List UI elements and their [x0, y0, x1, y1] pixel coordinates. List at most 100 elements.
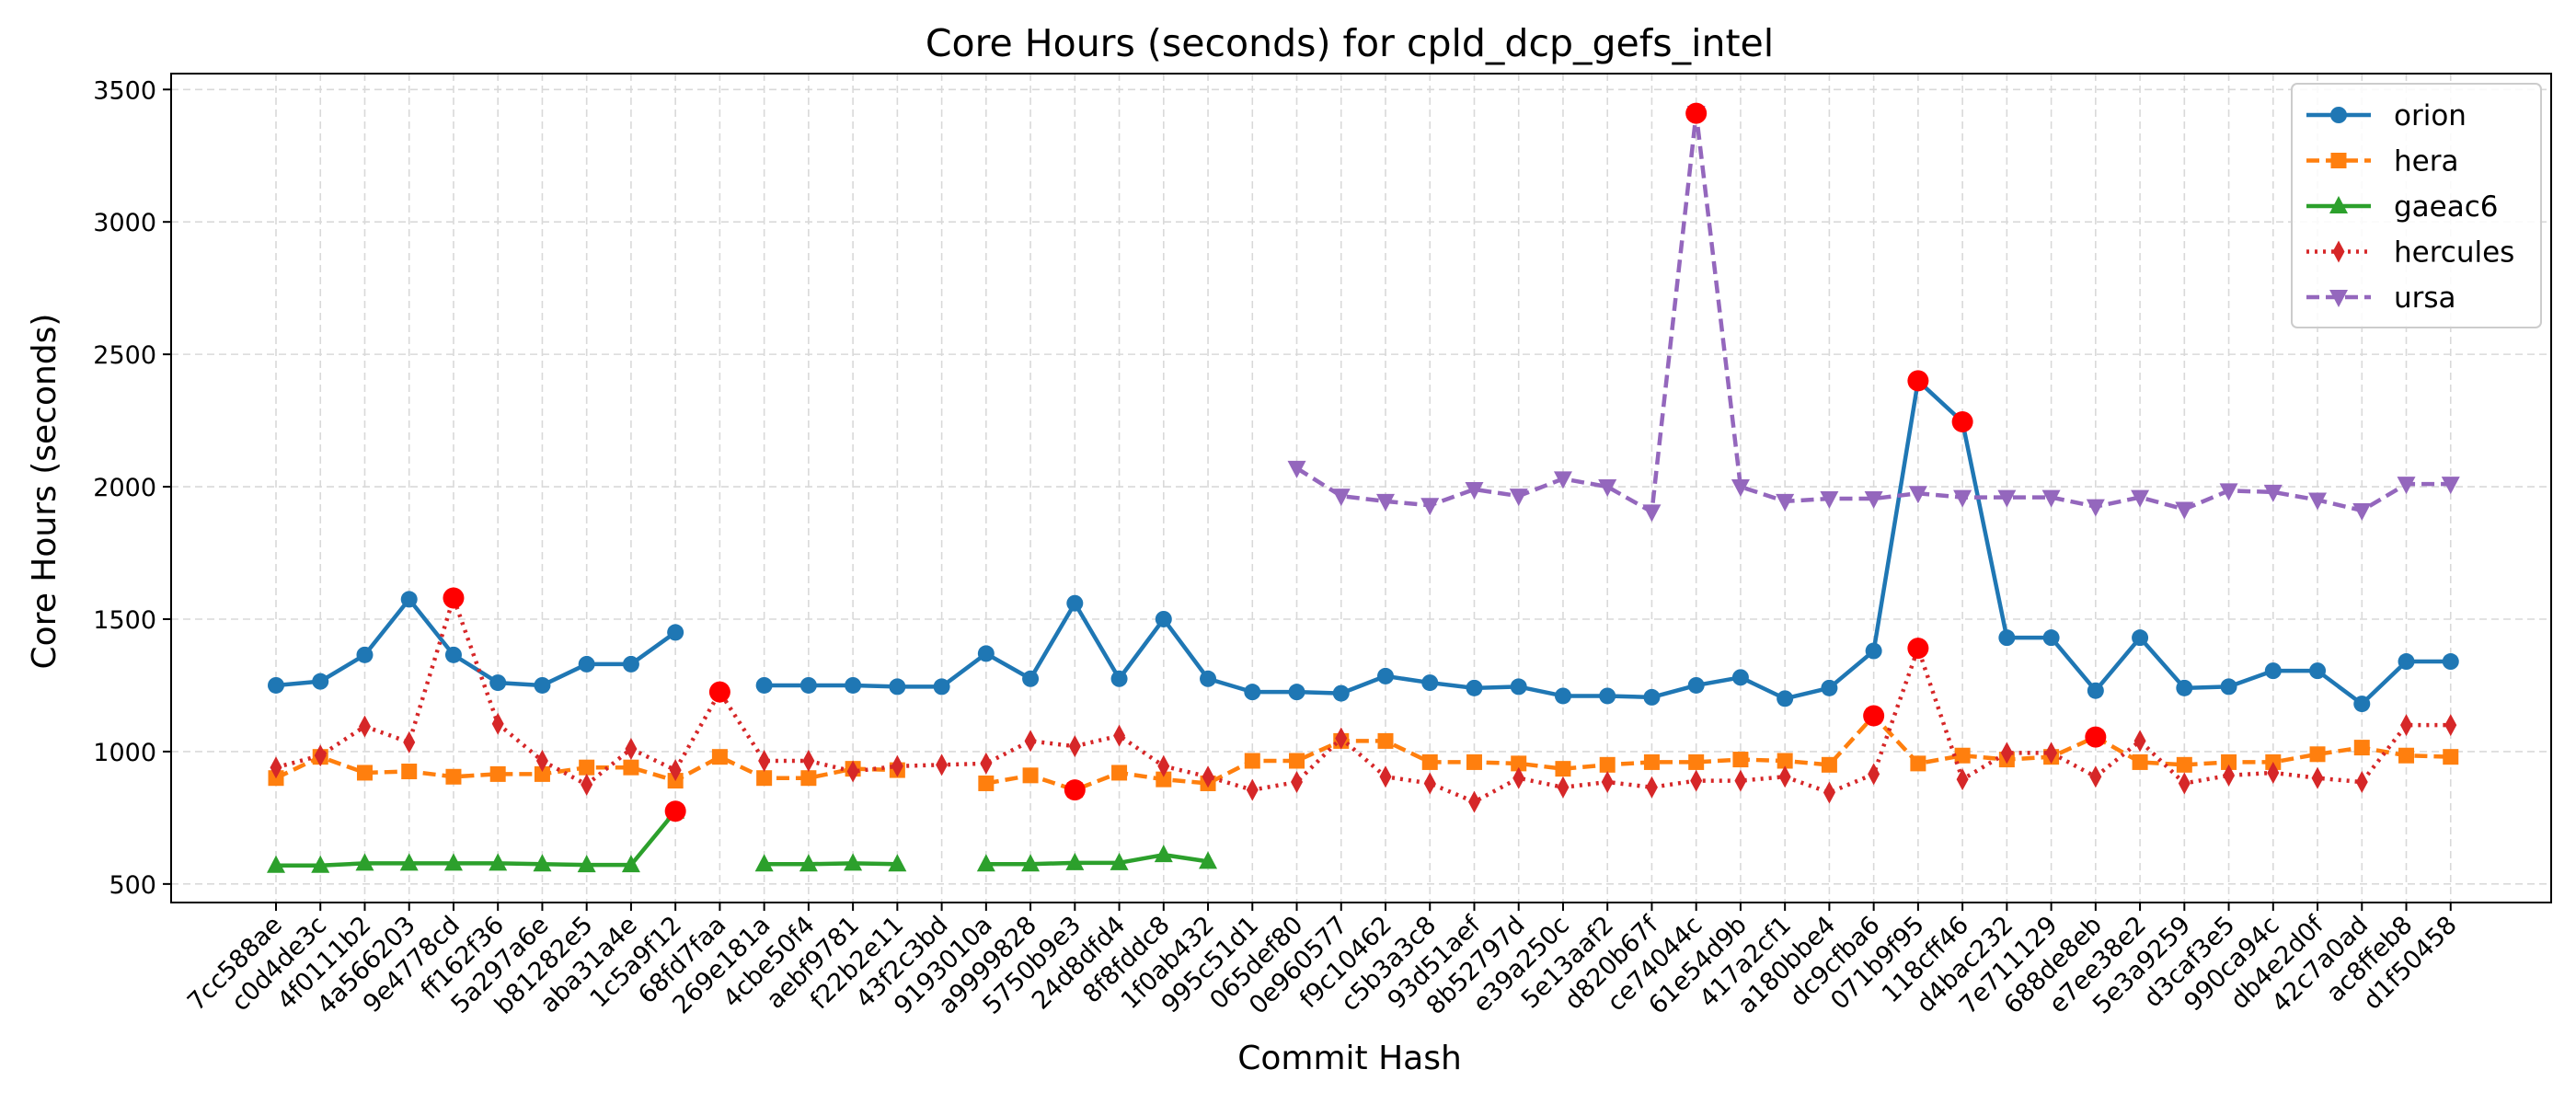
data-point-hercules — [270, 756, 282, 779]
data-point-orion — [2353, 696, 2371, 713]
legend-item-orion: orion — [2306, 99, 2467, 132]
data-point-ursa — [1776, 493, 1795, 512]
legend-item-hercules: hercules — [2306, 236, 2514, 270]
data-point-ursa — [2352, 502, 2372, 521]
data-point-orion — [2442, 653, 2459, 671]
legend: orion hera gaeac6 hercules ursa — [2291, 83, 2542, 328]
legend-marker-ursa — [2329, 290, 2348, 307]
axes: 7cc588aec0d4de3c4f0111b24a5662039e4778cd… — [93, 76, 2462, 1020]
data-point-orion — [312, 673, 329, 690]
legend-marker-orion — [2330, 107, 2347, 123]
series-line-gaeac6 — [985, 852, 1209, 867]
data-point-orion — [1998, 629, 2016, 647]
y-axis-title: Core Hours (seconds) — [26, 314, 63, 670]
data-point-ursa — [2175, 501, 2194, 520]
data-point-ursa — [1820, 491, 1839, 510]
data-point-hera — [1289, 753, 1305, 769]
data-point-hercules — [358, 715, 371, 738]
data-point-hera — [623, 759, 639, 776]
data-point-ursa — [1376, 493, 1395, 512]
data-point-hercules — [1868, 763, 1880, 786]
data-point-hercules — [1157, 754, 1170, 777]
data-point-hercules — [2133, 730, 2146, 753]
data-point-gaeac6 — [621, 855, 640, 873]
data-point-hera — [1156, 771, 1172, 788]
data-point-ursa — [2397, 477, 2416, 495]
data-point-orion — [2398, 653, 2415, 671]
data-point-hera — [489, 765, 506, 782]
series-hercules — [270, 586, 2457, 813]
data-point-hera — [1910, 755, 1926, 772]
data-point-gaeac6 — [489, 853, 508, 871]
data-point-hera — [1377, 732, 1394, 749]
data-point-gaeac6 — [799, 854, 818, 872]
data-point-gaeac6 — [844, 853, 863, 871]
data-point-gaeac6 — [577, 855, 596, 873]
y-tick-label: 2000 — [93, 474, 156, 502]
y-tick-label: 3500 — [93, 76, 156, 105]
data-point-hercules — [1202, 765, 1214, 788]
data-point-gaeac6 — [1110, 852, 1129, 870]
data-point-gaeac6 — [888, 854, 907, 872]
data-point-hera — [1821, 756, 1837, 773]
series-line-gaeac6 — [276, 810, 677, 868]
legend-marker-hercules — [2332, 240, 2345, 263]
data-point-ursa — [1908, 486, 1927, 504]
data-point-ursa — [1598, 479, 1617, 498]
data-point-orion — [1066, 594, 1084, 612]
data-point-orion — [1554, 687, 1571, 705]
data-point-hera — [445, 768, 462, 785]
highlight-point — [664, 800, 686, 822]
data-point-hercules — [2178, 772, 2191, 795]
data-point-hercules — [2444, 714, 2457, 737]
data-point-hera — [800, 770, 817, 787]
data-point-hercules — [2000, 742, 2013, 765]
data-point-orion — [1110, 670, 1128, 687]
data-point-orion — [489, 674, 507, 692]
data-point-hera — [1643, 753, 1660, 770]
y-tick-label: 1500 — [93, 606, 156, 635]
legend-label-gaeac6: gaeac6 — [2394, 190, 2499, 224]
data-point-orion — [667, 624, 684, 641]
data-point-hera — [2443, 749, 2459, 765]
grid — [171, 74, 2551, 903]
data-point-orion — [578, 655, 595, 673]
data-point-ursa — [2263, 484, 2283, 502]
data-point-hera — [2309, 746, 2326, 763]
data-point-gaeac6 — [1154, 845, 1173, 863]
data-point-hercules — [1601, 771, 1614, 794]
data-point-hercules — [491, 712, 504, 735]
data-point-orion — [1244, 684, 1261, 701]
data-point-gaeac6 — [311, 855, 330, 873]
data-point-ursa — [1287, 460, 1306, 478]
data-point-orion — [2220, 678, 2237, 696]
data-point-orion — [977, 645, 995, 662]
data-point-hera — [1555, 761, 1571, 777]
legend-item-ursa: ursa — [2306, 282, 2456, 315]
data-point-hercules — [891, 754, 903, 777]
data-point-orion — [400, 591, 418, 608]
legend-item-gaeac6: gaeac6 — [2306, 190, 2499, 224]
data-point-orion — [1865, 642, 1882, 660]
highlight-point — [1064, 779, 1086, 801]
data-point-hera — [2398, 747, 2415, 764]
data-point-hera — [1111, 765, 1128, 781]
series-line-hera — [985, 713, 2451, 792]
data-point-orion — [1022, 670, 1040, 687]
data-point-hera — [1466, 753, 1482, 770]
plot-frame — [170, 73, 2552, 903]
data-point-orion — [2264, 662, 2282, 680]
data-point-ursa — [2086, 499, 2105, 517]
data-point-ursa — [2041, 489, 2061, 508]
data-point-hercules — [2089, 765, 2102, 788]
y-tick-label: 500 — [109, 871, 156, 900]
data-point-orion — [1687, 676, 1705, 694]
legend-marker-hera — [2330, 153, 2347, 168]
data-point-hera — [2353, 740, 2370, 756]
highlight-point — [708, 681, 730, 703]
data-point-orion — [1200, 670, 1217, 687]
highlight-point — [1685, 102, 1708, 124]
data-point-hera — [1599, 756, 1616, 773]
legend-marker-gaeac6 — [2329, 196, 2348, 213]
